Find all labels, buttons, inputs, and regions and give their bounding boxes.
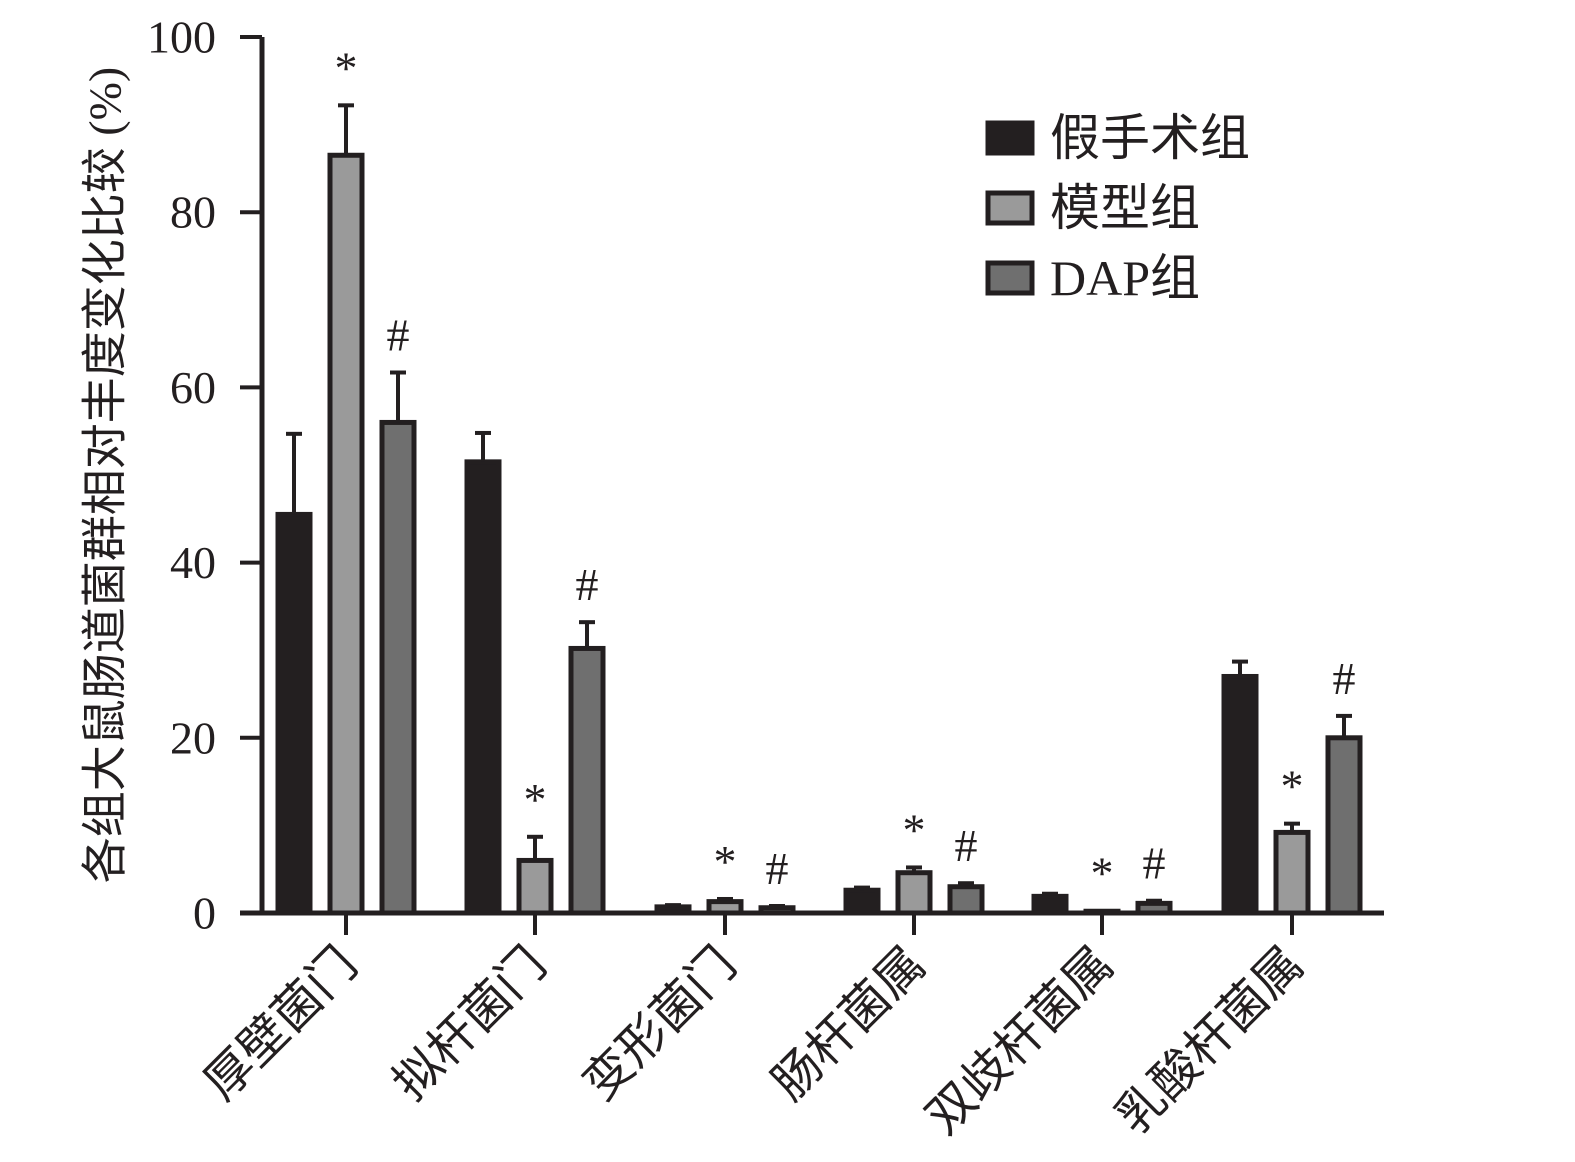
bar-1-2 bbox=[568, 645, 606, 916]
significance-mark-2-1: * bbox=[714, 836, 737, 887]
significance-mark-4-2: # bbox=[1143, 838, 1166, 889]
bar-0-2 bbox=[379, 419, 417, 916]
bar-3-2 bbox=[947, 884, 985, 916]
bar-4-0 bbox=[1031, 893, 1069, 916]
significance-mark-3-2: # bbox=[955, 820, 978, 871]
bar-4-1 bbox=[1083, 908, 1121, 916]
x-tick-label-1: 拟杆菌门 bbox=[384, 937, 557, 1110]
y-tick-label-4: 80 bbox=[170, 187, 216, 238]
x-tick-label-0: 厚壁菌门 bbox=[195, 937, 368, 1110]
x-tick-label-5: 乳酸杆菌属 bbox=[1107, 937, 1314, 1144]
bar-2-0 bbox=[654, 904, 692, 916]
legend-swatch-1 bbox=[985, 190, 1035, 226]
bar-1-0 bbox=[464, 459, 502, 916]
legend-label-1: 模型组 bbox=[1050, 180, 1200, 236]
legend-swatch-2 bbox=[985, 260, 1035, 296]
significance-mark-1-1: * bbox=[524, 774, 547, 825]
bar-3-0 bbox=[843, 887, 881, 916]
y-ticks: 0 20 40 60 80 100 bbox=[147, 12, 262, 939]
axes bbox=[240, 37, 1384, 916]
bar-0-0 bbox=[275, 511, 313, 916]
bar-1-1 bbox=[516, 857, 554, 916]
significance-mark-0-2: # bbox=[387, 310, 410, 361]
y-axis-label: 各组大鼠肠道菌群相对丰度变化比较 (%) bbox=[80, 67, 131, 883]
legend-swatch-0 bbox=[985, 120, 1035, 156]
legend-label-0: 假手术组 bbox=[1050, 110, 1250, 166]
bar-0-1 bbox=[327, 152, 365, 916]
legend-label-2: DAP组 bbox=[1050, 250, 1200, 306]
y-tick-label-5: 100 bbox=[147, 12, 216, 63]
significance-mark-0-1: * bbox=[335, 42, 358, 93]
x-tick-label-3: 肠杆菌属 bbox=[763, 937, 936, 1110]
x-tick-label-2: 变形菌门 bbox=[574, 937, 747, 1110]
y-tick-label-1: 20 bbox=[170, 712, 216, 763]
bar-3-1 bbox=[895, 870, 933, 916]
y-tick-label-0: 0 bbox=[193, 888, 216, 939]
bar-5-1 bbox=[1273, 829, 1311, 916]
bar-5-0 bbox=[1221, 673, 1259, 916]
significance-mark-1-2: # bbox=[576, 559, 599, 610]
significance-mark-2-2: # bbox=[766, 843, 789, 894]
bar-2-1 bbox=[706, 899, 744, 916]
y-tick-label-2: 40 bbox=[170, 537, 216, 588]
significance-mark-3-1: * bbox=[903, 804, 926, 855]
bar-4-2 bbox=[1135, 900, 1173, 916]
bar-5-2 bbox=[1325, 735, 1363, 916]
bar-2-2 bbox=[758, 905, 796, 916]
significance-mark-4-1: * bbox=[1091, 847, 1114, 898]
significance-mark-5-1: * bbox=[1281, 761, 1304, 812]
significance-mark-5-2: # bbox=[1333, 653, 1356, 704]
x-tick-label-4: 双歧杆菌属 bbox=[917, 937, 1124, 1144]
bars: * # * # * # * # * # * # bbox=[275, 42, 1363, 916]
y-tick-label-3: 60 bbox=[170, 362, 216, 413]
